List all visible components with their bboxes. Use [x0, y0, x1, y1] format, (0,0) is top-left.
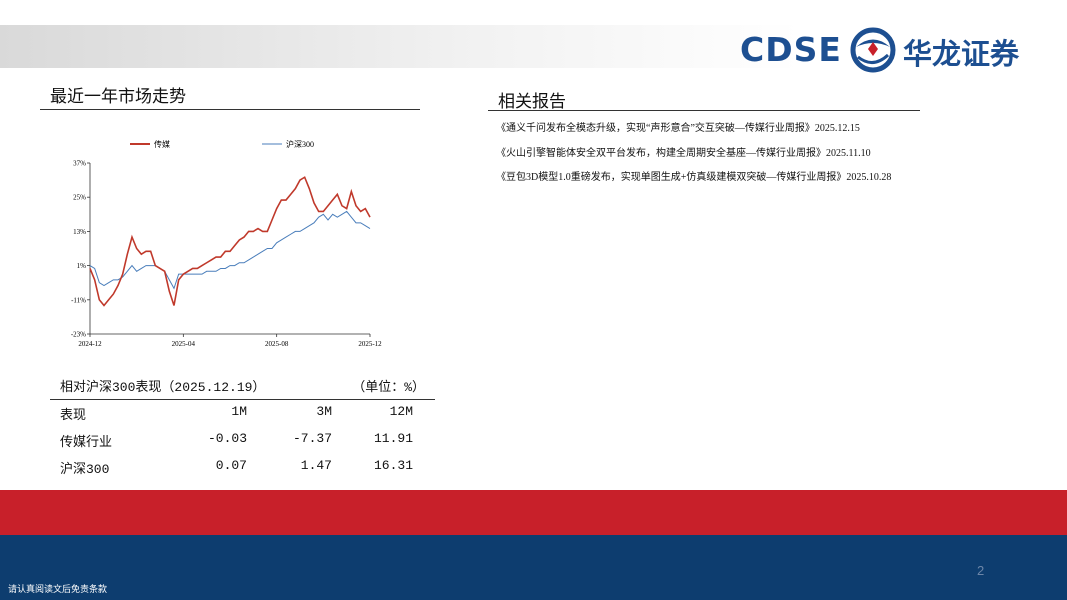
table-row: 传媒行业 -0.03 -7.37 11.91	[50, 427, 435, 454]
red-band	[0, 490, 1067, 535]
reports-title: 相关报告	[498, 92, 566, 111]
table-cell: 3M	[316, 404, 332, 419]
market-chart: 37% 25% 13% 1% -11% -23%2024-12 2025-04 2025-08…	[71, 139, 382, 348]
x-tick-label: 2025-08	[265, 340, 289, 348]
table-cell: 1M	[231, 404, 247, 419]
market-title: 最近一年市场走势	[50, 87, 186, 106]
x-tick-label: 2025-04	[172, 340, 196, 348]
table-cell: 16.31	[373, 458, 413, 473]
y-tick-label: 13%	[73, 228, 86, 236]
table-cell: -0.03	[207, 431, 247, 446]
y-tick-label: -11%	[71, 296, 86, 304]
x-tick-label: 2025-12	[358, 340, 382, 348]
report-item: 《通义千问发布全模态升级，实现“声形意合”交互突破—传媒行业周报》2025.12…	[496, 123, 860, 134]
performance-table: 相对沪深300表现（2025.12.19） （单位：%） 表现 1M 3M 12M 传媒…	[50, 372, 435, 481]
page-number: 2	[977, 563, 985, 578]
table-header: 表现 1M 3M 12M	[50, 400, 435, 427]
y-tick-label: 1%	[77, 262, 87, 270]
table-unit: （单位：%）	[352, 380, 425, 395]
rule	[40, 109, 420, 110]
report-item: 《火山引擎智能体安全双平台发布，构建全周期安全基座—传媒行业周报》2025.11…	[496, 147, 871, 159]
blue-band	[0, 535, 1067, 600]
legend-label: 沪深300	[286, 139, 314, 149]
logo-emblem	[850, 27, 896, 73]
table-cell: 沪深300	[60, 462, 110, 477]
table-title-row: 相对沪深300表现（2025.12.19） （单位：%）	[50, 372, 435, 400]
table-cell: 传媒行业	[60, 435, 113, 450]
rule	[488, 110, 920, 111]
report-item: 《豆包3D模型1.0重磅发布，实现单图生成+仿真级建模双突破—传媒行业周报》20…	[496, 172, 892, 183]
y-tick-label: 37%	[73, 160, 86, 168]
table-cell: 1.47	[300, 458, 332, 473]
y-tick-label: 25%	[73, 194, 86, 202]
table-row: 沪深300 0.07 1.47 16.31	[50, 454, 435, 481]
table-cell: 表现	[60, 408, 87, 423]
table-cell: 12M	[389, 404, 413, 419]
footer-note: 请认真阅读文后免责条款	[8, 585, 108, 595]
logo-text: CDSE	[740, 30, 842, 69]
series-line	[89, 176, 371, 307]
table-cell: 0.07	[215, 458, 247, 473]
y-tick-label: -23%	[71, 331, 86, 339]
table-cell: -7.37	[292, 431, 332, 446]
company-name: 华龙证券	[903, 37, 1020, 71]
table-cell: 11.91	[373, 431, 413, 446]
legend-label: 传媒	[154, 139, 170, 149]
series-line	[89, 210, 371, 290]
table-title: 相对沪深300表现（2025.12.19）	[60, 380, 266, 395]
x-tick-label: 2024-12	[78, 340, 102, 348]
